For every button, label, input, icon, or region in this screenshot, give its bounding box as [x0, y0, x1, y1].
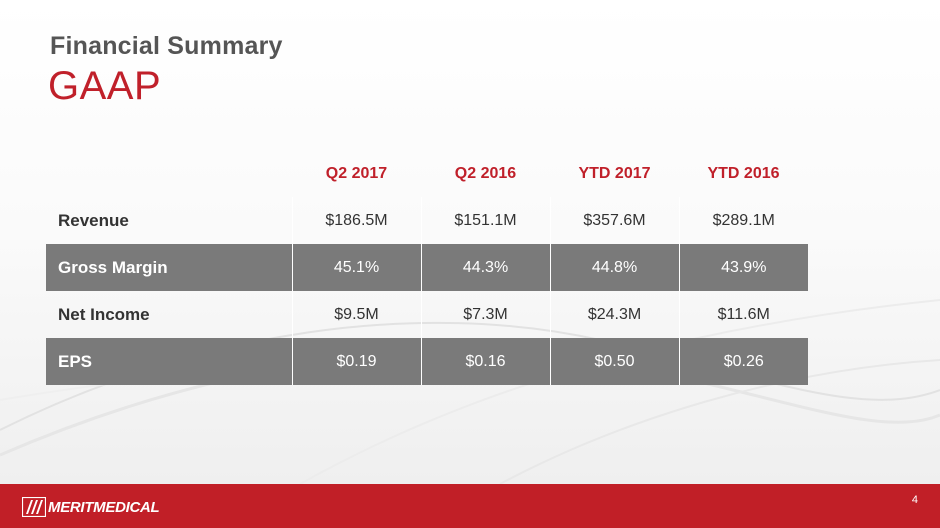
slide-subtitle: GAAP — [48, 64, 162, 108]
table-header-row: Q2 2017 Q2 2016 YTD 2017 YTD 2016 — [46, 150, 808, 197]
table-cell: $357.6M — [549, 197, 679, 244]
table-cell: $9.5M — [291, 291, 421, 338]
header-q2-2016: Q2 2016 — [454, 164, 517, 182]
logo-text: MERITMEDICAL — [48, 498, 160, 516]
table-cell: $289.1M — [678, 197, 808, 244]
page-number: 4 — [911, 494, 918, 506]
table-row-net-income: Net Income $9.5M $7.3M $24.3M $11.6M — [46, 291, 808, 338]
row-label: Net Income — [58, 304, 150, 324]
table-cell: $151.1M — [420, 197, 550, 244]
merit-medical-logo-icon — [22, 497, 46, 517]
table-cell: $0.16 — [420, 338, 550, 385]
header-q2-2017: Q2 2017 — [325, 164, 388, 182]
row-label: EPS — [46, 338, 292, 385]
footer-bar — [0, 484, 940, 528]
row-label: Revenue — [58, 210, 129, 230]
header-ytd-2017: YTD 2017 — [578, 164, 651, 182]
merit-medical-logo: MERITMEDICAL — [22, 496, 160, 518]
table-cell: 44.8% — [549, 244, 679, 291]
table-row-gross-margin: Gross Margin 45.1% 44.3% 44.8% 43.9% — [46, 244, 808, 291]
table-cell: 43.9% — [678, 244, 808, 291]
table-cell: $186.5M — [291, 197, 421, 244]
row-label: Gross Margin — [46, 244, 292, 291]
slide-title: Financial Summary — [50, 32, 283, 60]
table-cell: $0.19 — [291, 338, 421, 385]
table-cell: $0.50 — [549, 338, 679, 385]
table-cell: 44.3% — [420, 244, 550, 291]
table-row-eps: EPS $0.19 $0.16 $0.50 $0.26 — [46, 338, 808, 385]
table-cell: $11.6M — [678, 291, 808, 338]
table-cell: $24.3M — [549, 291, 679, 338]
table-row-revenue: Revenue $186.5M $151.1M $357.6M $289.1M — [46, 197, 808, 244]
header-ytd-2016: YTD 2016 — [707, 164, 780, 182]
table-cell: $0.26 — [678, 338, 808, 385]
header-empty — [46, 150, 292, 197]
financial-summary-table: Q2 2017 Q2 2016 YTD 2017 YTD 2016 Revenu… — [46, 150, 808, 385]
table-cell: 45.1% — [291, 244, 421, 291]
table-cell: $7.3M — [420, 291, 550, 338]
